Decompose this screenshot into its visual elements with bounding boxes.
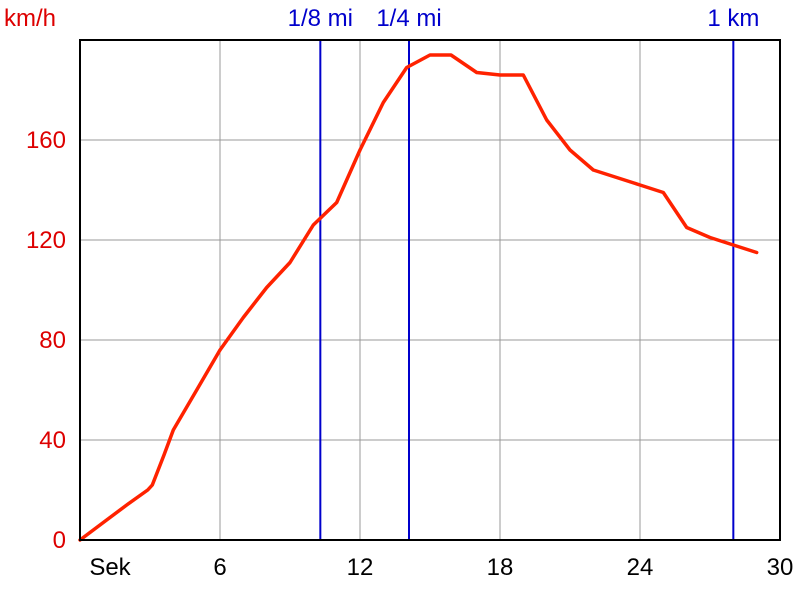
x-axis-label: Sek: [89, 554, 131, 581]
speed-series: [78, 53, 759, 542]
y-tick-label: 160: [26, 127, 66, 154]
plot-frame: [79, 39, 781, 541]
x-tick-label: 12: [347, 554, 374, 581]
x-tick-label: 18: [487, 554, 514, 581]
x-tick-label: 30: [767, 554, 794, 581]
x-tick-label: 24: [627, 554, 654, 581]
x-tick-label: 6: [213, 554, 226, 581]
marker-label: 1/8 mi: [288, 5, 353, 32]
y-tick-label: 80: [39, 327, 66, 354]
distance-markers: 1/8 mi 1/4 mi 1 km: [288, 5, 759, 540]
tick-labels: 0 40 80 120 160 6 12 18 24 30: [26, 127, 793, 581]
y-tick-label: 120: [26, 227, 66, 254]
y-tick-label: 0: [53, 527, 66, 554]
series-line-0: [78, 53, 759, 542]
marker-label: 1/4 mi: [376, 5, 441, 32]
y-axis-label: km/h: [4, 5, 56, 32]
marker-label: 1 km: [707, 5, 759, 32]
grid-lines: [80, 40, 780, 540]
y-tick-label: 40: [39, 427, 66, 454]
